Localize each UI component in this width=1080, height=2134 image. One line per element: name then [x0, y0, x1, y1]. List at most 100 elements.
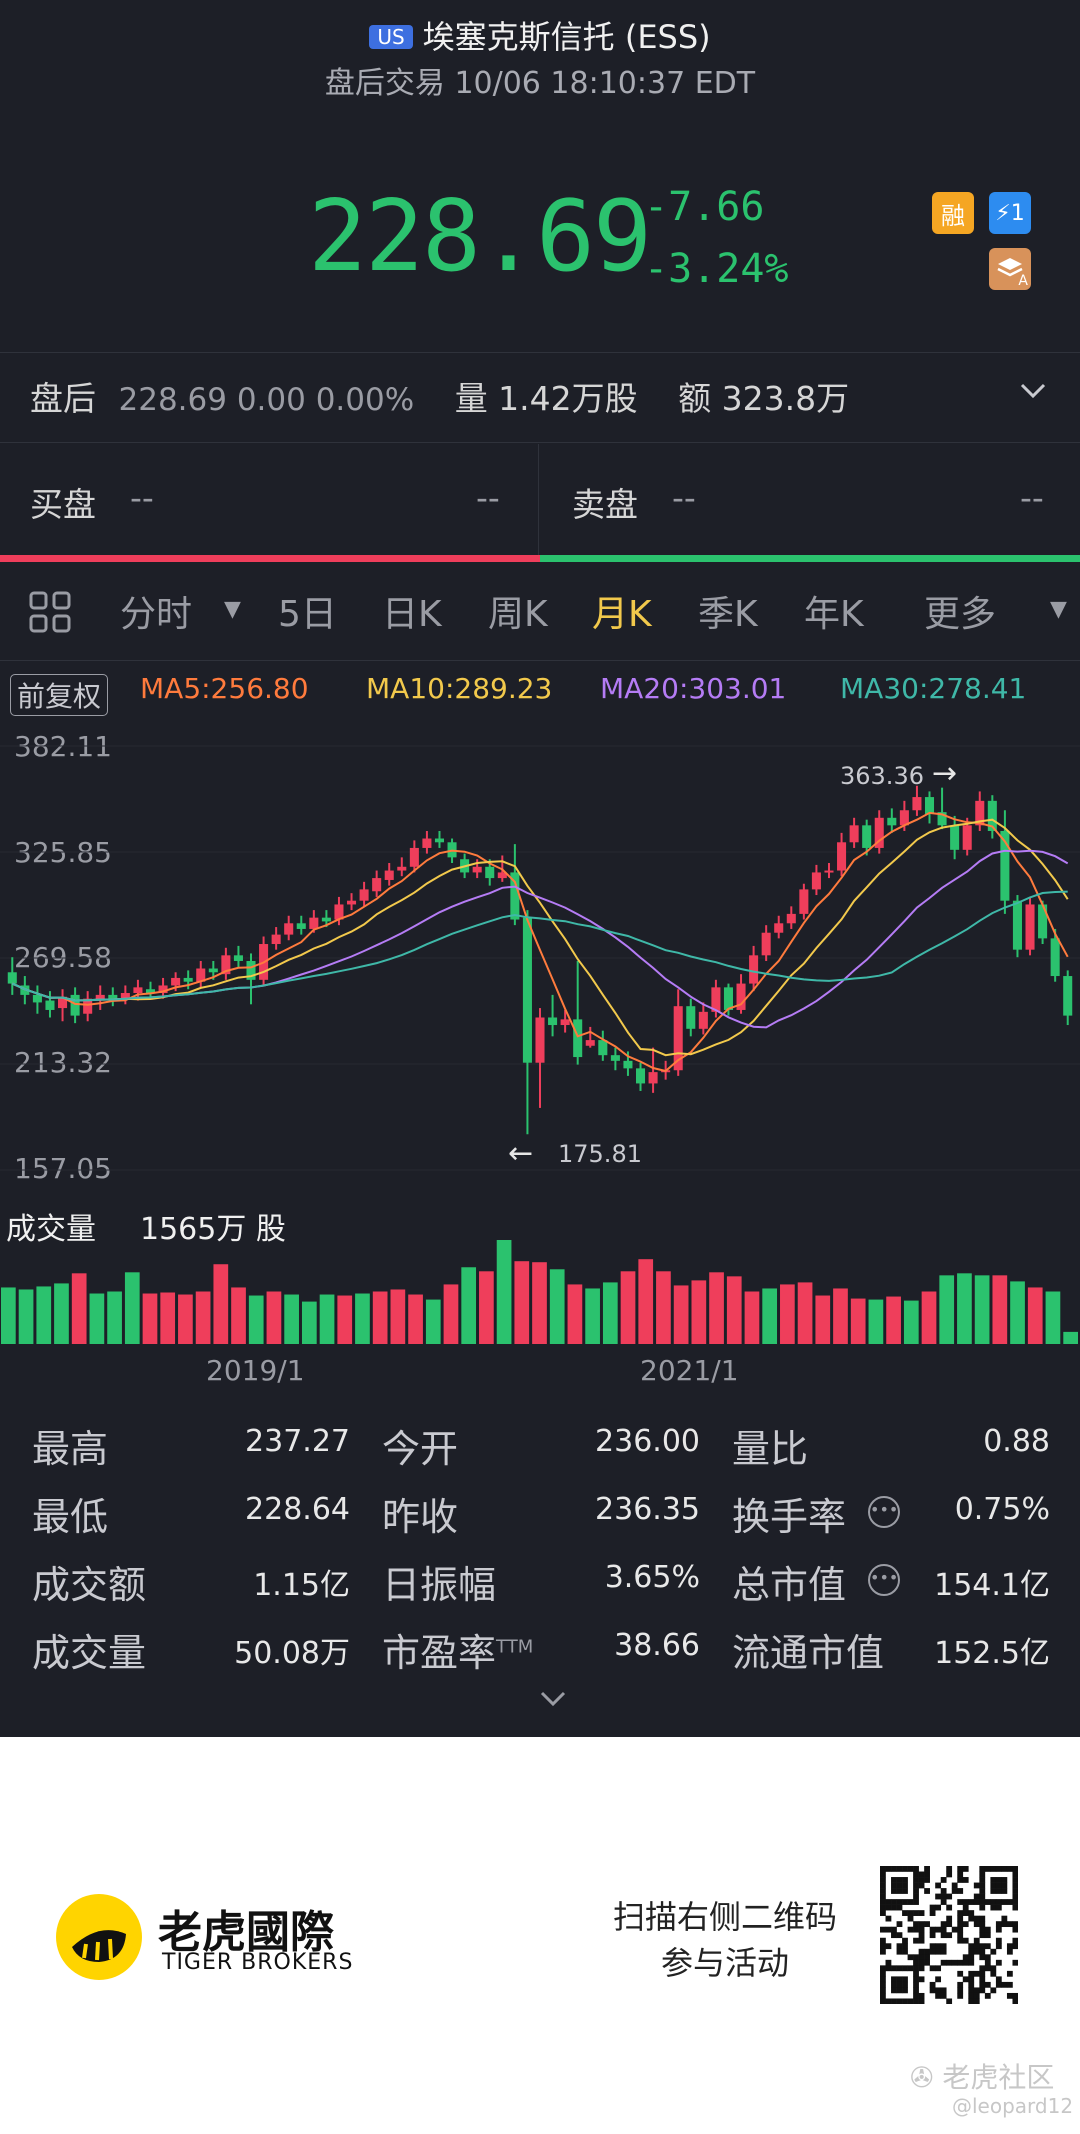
qr-module — [979, 1981, 986, 1988]
qr-module — [979, 1926, 986, 1933]
expand-chevron-icon[interactable] — [538, 1688, 568, 1714]
qr-module — [940, 1959, 947, 1966]
qr-module — [962, 1904, 969, 1911]
qr-module — [984, 1965, 991, 1972]
qr-module — [929, 1904, 936, 1911]
candle-body — [899, 810, 909, 826]
volume-bar — [337, 1295, 353, 1344]
candle-body — [811, 872, 821, 890]
candle-body — [950, 825, 960, 850]
qr-module — [891, 1998, 897, 2004]
qr-module — [957, 1871, 964, 1878]
candle-body — [422, 838, 432, 848]
layers-badge-icon[interactable]: A — [989, 248, 1031, 290]
qr-module — [918, 1954, 925, 1961]
qr-module — [935, 1882, 942, 1889]
more-info-icon[interactable]: ••• — [868, 1564, 900, 1596]
tab-more[interactable]: 更多 — [924, 594, 997, 635]
qr-module — [984, 1943, 991, 1950]
qr-module — [1001, 1899, 1008, 1905]
y-tick: 213.32 — [14, 1046, 112, 1079]
qr-module — [973, 1970, 980, 1977]
candlestick-chart[interactable] — [0, 740, 1080, 1180]
qr-module — [973, 1998, 980, 2004]
volume-bar — [408, 1294, 423, 1344]
candle-body — [1038, 904, 1048, 939]
qr-module — [962, 1954, 969, 1961]
qr-module — [1006, 1943, 1013, 1950]
qr-module — [896, 1866, 903, 1872]
qr-module — [968, 1959, 975, 1966]
qr-module — [913, 1998, 919, 2004]
volume-bar — [160, 1292, 176, 1344]
tab-daily[interactable]: 日K — [382, 594, 442, 635]
qr-module — [1001, 1921, 1008, 1928]
flash-badge-icon[interactable]: ⚡1 — [989, 192, 1031, 234]
tab-weekly[interactable]: 周K — [488, 594, 548, 635]
chevron-down-icon[interactable] — [1018, 380, 1048, 406]
qr-module — [935, 1943, 942, 1950]
qr-module — [918, 1998, 925, 2004]
qr-module — [995, 1976, 1002, 1983]
volume-bar — [390, 1289, 406, 1344]
bidask-divider — [538, 444, 539, 556]
qr-module — [1006, 1970, 1013, 1977]
qr-module — [913, 1970, 919, 1977]
max-price-label: 363.36 — [840, 762, 924, 790]
volume-bar — [1010, 1281, 1025, 1344]
qr-module — [880, 1877, 886, 1883]
tab-more-dropdown-icon[interactable]: ▼ — [1050, 597, 1067, 622]
qr-module — [880, 1976, 886, 1983]
grid-menu-icon[interactable] — [28, 590, 72, 638]
qr-module — [880, 1992, 886, 1999]
qr-module — [935, 1926, 942, 1933]
volume-bar — [231, 1287, 246, 1344]
price-adjust-toggle[interactable]: 前复权 — [10, 674, 109, 716]
more-info-icon[interactable]: ••• — [868, 1496, 900, 1528]
qr-module — [946, 1998, 953, 2004]
qr-module — [1001, 1888, 1008, 1894]
qr-module — [946, 1915, 953, 1922]
qr-code-icon[interactable] — [880, 1866, 1018, 2004]
qr-module — [940, 1921, 947, 1928]
ask-ratio-bar — [540, 555, 1080, 562]
tab-monthly[interactable]: 月K — [592, 594, 652, 635]
tab-yearly[interactable]: 年K — [804, 594, 864, 635]
qr-module — [984, 1981, 991, 1988]
candle-body — [409, 847, 419, 867]
volume-bar — [762, 1288, 778, 1344]
tab-quarterly[interactable]: 季K — [698, 594, 758, 635]
candle-body — [573, 1019, 583, 1058]
qr-module — [885, 1959, 892, 1966]
volume-bar — [71, 1273, 87, 1344]
stat-value: 1.15亿 — [253, 1568, 350, 1603]
qr-module — [902, 1937, 908, 1944]
candle-body — [774, 923, 784, 933]
tab-intraday[interactable]: 分时 — [120, 594, 193, 635]
qr-module — [891, 1926, 897, 1933]
qr-module — [907, 1899, 914, 1905]
ma10-line — [11, 818, 1069, 1057]
candle-body — [233, 955, 243, 961]
qr-module — [902, 1987, 908, 1994]
qr-module — [979, 1866, 986, 1872]
qr-module — [929, 1965, 936, 1972]
qr-module — [946, 1866, 953, 1872]
tab-intraday-dropdown-icon[interactable]: ▼ — [224, 597, 241, 622]
volume-bar — [142, 1293, 158, 1344]
qr-module — [929, 1948, 936, 1955]
qr-module — [891, 1882, 897, 1889]
candle-body — [686, 1006, 696, 1029]
qr-module — [913, 1981, 919, 1988]
after-hours-row[interactable]: 盘后 228.69 0.00 0.00% 量 1.42万股 额 323.8万 — [30, 372, 849, 420]
qr-module — [995, 1921, 1002, 1928]
candle-body — [83, 998, 93, 1014]
qr-module — [940, 1943, 947, 1950]
margin-badge-icon[interactable]: 融 — [932, 192, 974, 234]
tab-5day[interactable]: 5日 — [278, 594, 337, 635]
candle-body — [1063, 976, 1073, 1016]
candle-body — [145, 989, 156, 994]
y-tick: 157.05 — [14, 1152, 112, 1185]
volume-chart[interactable] — [0, 1236, 1080, 1346]
stat-label: 量比 — [732, 1427, 809, 1471]
